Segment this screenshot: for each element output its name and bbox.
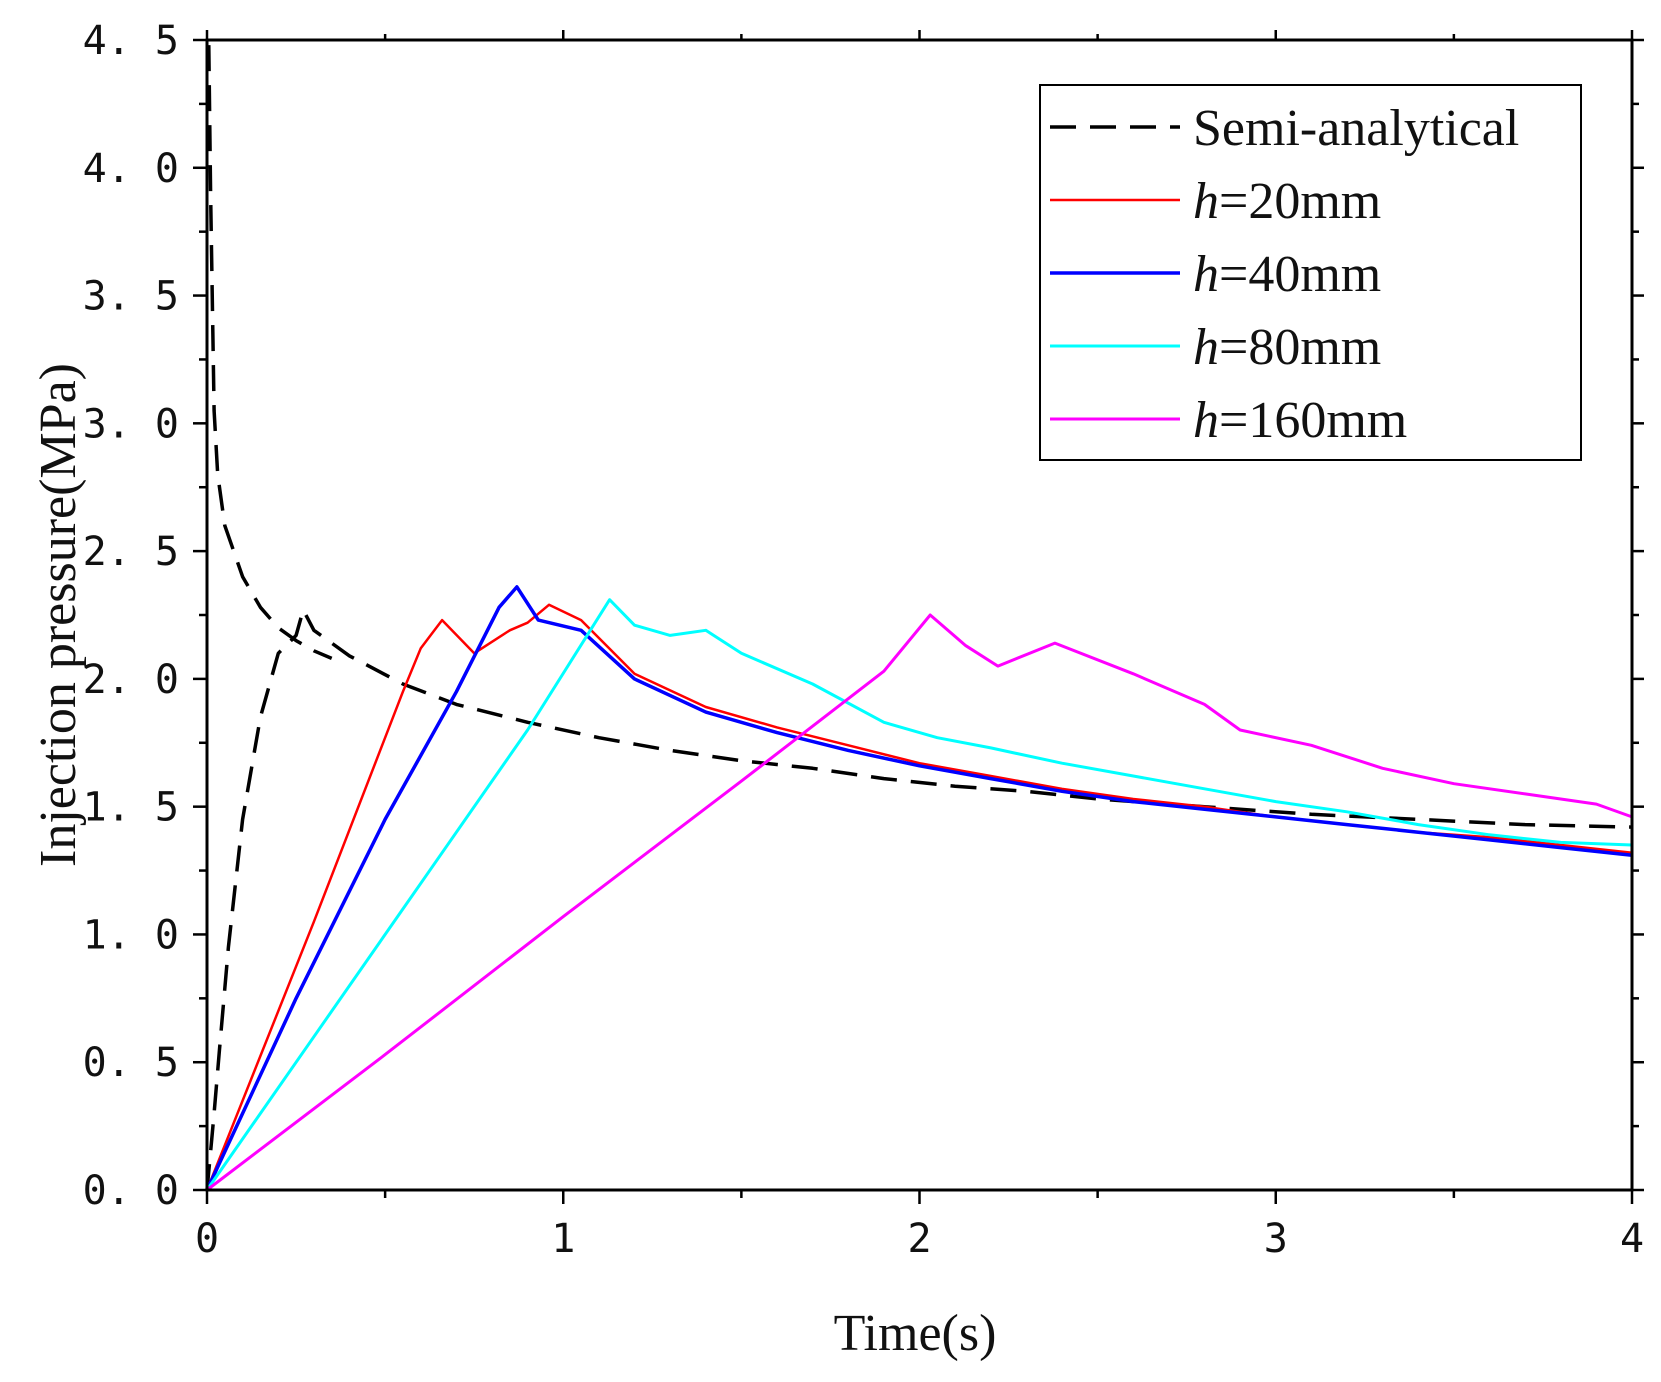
y-tick-label: 2. 5 <box>83 529 179 575</box>
y-tick-label: 0. 5 <box>83 1040 179 1086</box>
series-line-3 <box>205 585 1633 1191</box>
x-tick-label: 0 <box>195 1216 219 1262</box>
legend-label-1: h=20mm <box>1193 173 1381 230</box>
series-line-5 <box>206 613 1633 1192</box>
legend-label-italic: h <box>1193 392 1219 449</box>
legend-label-italic: h <box>1193 246 1219 303</box>
legend-label-text: =80mm <box>1219 319 1381 376</box>
series-line-0 <box>205 608 1633 1191</box>
y-tick-label: 4. 5 <box>83 18 179 64</box>
plot-area <box>205 45 1633 1192</box>
y-tick-label: 0. 0 <box>83 1168 179 1214</box>
legend-label-3: h=80mm <box>1193 319 1381 376</box>
legend-label-italic: h <box>1193 173 1219 230</box>
y-tick-label: 3. 5 <box>83 274 179 320</box>
legend-label-italic: h <box>1193 319 1219 376</box>
legend-label-text: Semi-analytical <box>1193 100 1519 157</box>
y-tick-label: 1. 0 <box>83 912 179 958</box>
series-line-4 <box>205 598 1633 1191</box>
legend-label-text: =160mm <box>1219 392 1407 449</box>
y-tick-label: 1. 5 <box>83 785 179 831</box>
y-tick-label: 3. 0 <box>83 401 179 447</box>
y-axis-title: Injection pressure(MPa) <box>30 363 87 867</box>
legend-label-4: h=160mm <box>1193 392 1407 449</box>
legend-label-text: =40mm <box>1219 246 1381 303</box>
legend-label-2: h=40mm <box>1193 246 1381 303</box>
legend-label-0: Semi-analytical <box>1193 100 1519 157</box>
x-tick-label: 3 <box>1264 1216 1288 1262</box>
x-tick-label: 2 <box>907 1216 931 1262</box>
x-tick-label: 1 <box>551 1216 575 1262</box>
x-axis-title: Time(s) <box>834 1305 997 1362</box>
y-tick-label: 2. 0 <box>83 657 179 703</box>
x-tick-label: 4 <box>1620 1216 1644 1262</box>
axes: 0 1 2 3 4 0. 0 0. 5 1. 0 1. 5 2. 0 2. 5 3. 0 3. 5 4. … <box>83 18 1644 1262</box>
series-line-1 <box>207 45 333 661</box>
legend-label-text: =20mm <box>1219 173 1381 230</box>
y-tick-label: 4. 0 <box>83 146 179 192</box>
